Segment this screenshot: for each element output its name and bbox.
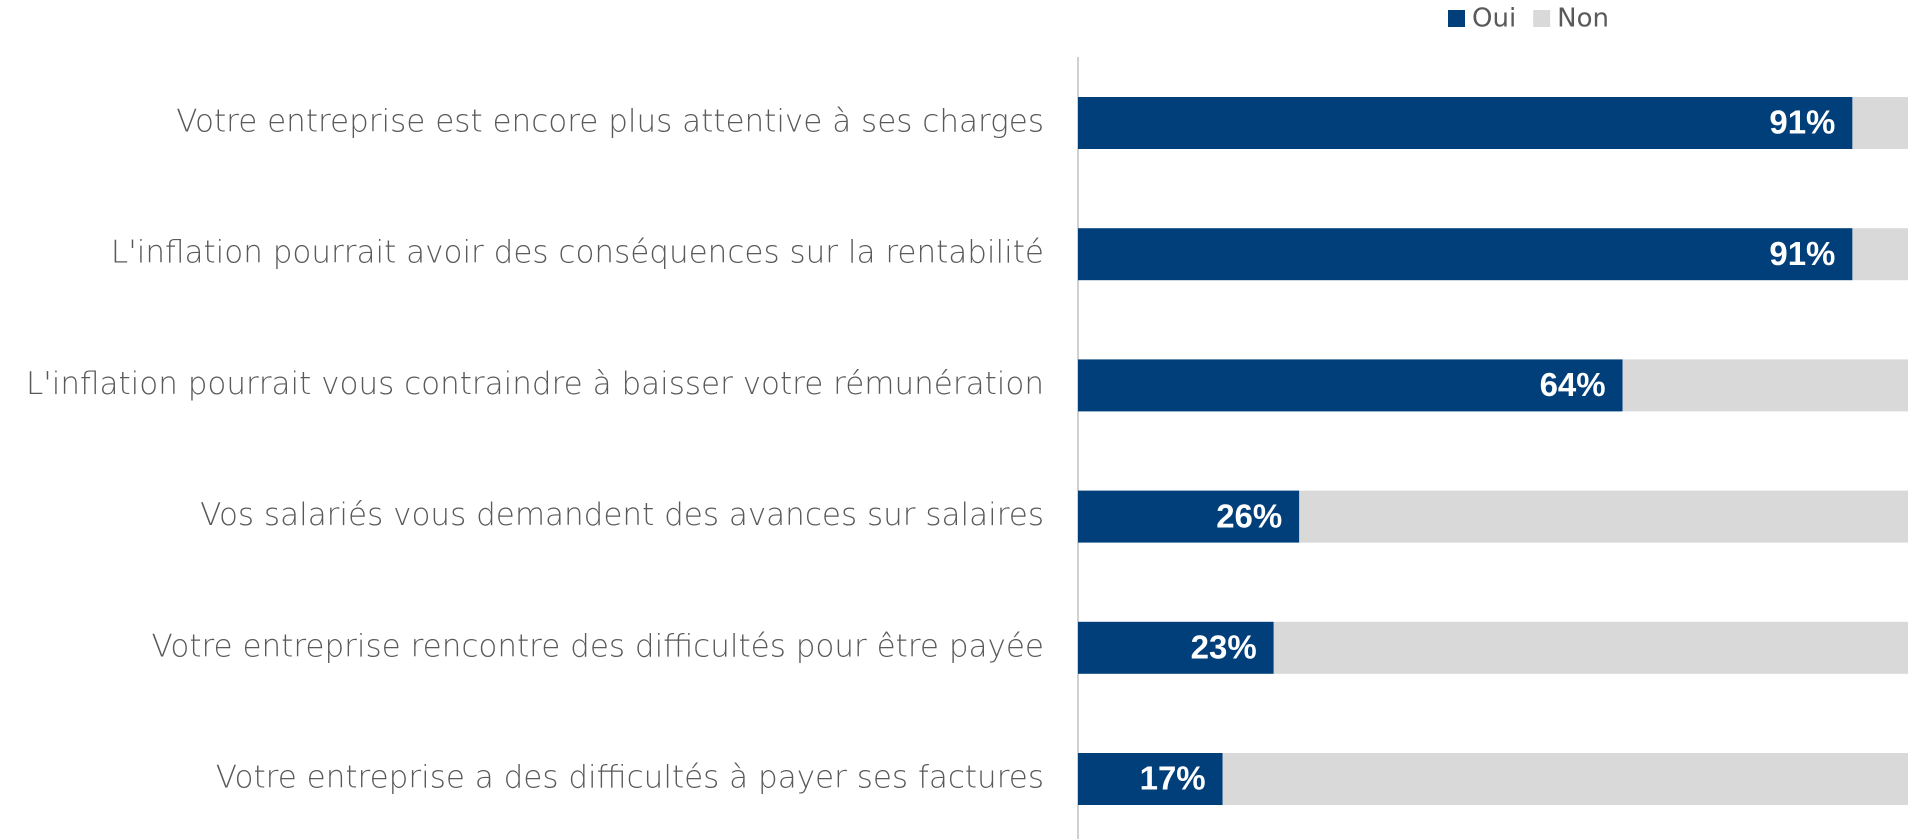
category-label: L'inflation pourrait avoir des conséquen… bbox=[111, 235, 1044, 271]
category-label: Votre entreprise a des difficultés à pay… bbox=[216, 760, 1044, 796]
value-label: 91% bbox=[1769, 104, 1835, 141]
bar-segment bbox=[1078, 97, 1853, 149]
bar-segment bbox=[1078, 359, 1623, 412]
value-label: 91% bbox=[1769, 235, 1835, 272]
bar-segment bbox=[1222, 753, 1908, 805]
bar-segment bbox=[1852, 97, 1908, 149]
category-label: Vos salariés vous demandent des avances … bbox=[200, 497, 1044, 533]
bar-segment bbox=[1078, 621, 1274, 674]
legend-label: Non bbox=[1557, 4, 1609, 34]
bar-segment bbox=[1078, 753, 1223, 805]
category-label: Votre entreprise est encore plus attenti… bbox=[176, 104, 1044, 140]
legend-label: Oui bbox=[1472, 4, 1516, 34]
category-label: Votre entreprise rencontre des difficult… bbox=[152, 628, 1044, 664]
legend-swatch bbox=[1448, 10, 1465, 27]
category-label: L'inflation pourrait vous contraindre à … bbox=[26, 366, 1044, 402]
value-label: 17% bbox=[1140, 760, 1206, 797]
bar-segment bbox=[1078, 490, 1300, 543]
bar-segment bbox=[1299, 490, 1908, 543]
bar-segment bbox=[1852, 228, 1908, 281]
value-label: 23% bbox=[1191, 629, 1257, 666]
bar-segment bbox=[1273, 621, 1908, 674]
bar-segment bbox=[1078, 228, 1853, 281]
value-label: 64% bbox=[1540, 366, 1606, 403]
value-label: 26% bbox=[1216, 497, 1282, 534]
legend-swatch bbox=[1533, 10, 1551, 27]
bar-segment bbox=[1622, 359, 1908, 412]
